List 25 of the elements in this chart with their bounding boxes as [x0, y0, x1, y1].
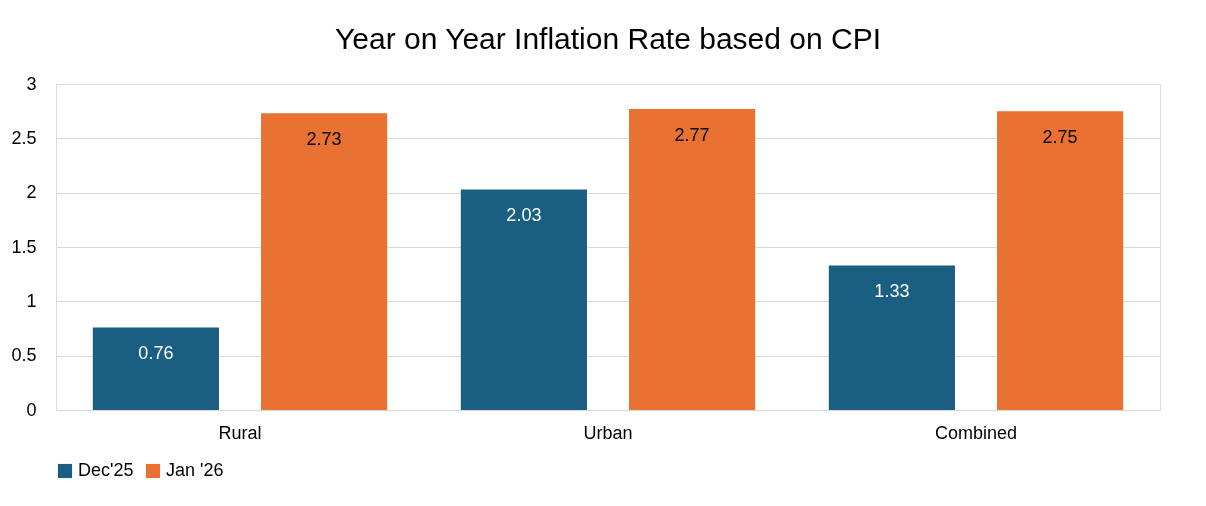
legend-label: Dec'25 [78, 460, 134, 480]
y-tick-label: 2 [26, 182, 37, 203]
y-tick-label: 3 [26, 73, 37, 94]
data-label: 2.75 [1042, 127, 1078, 148]
bar [828, 265, 955, 410]
bar [460, 189, 587, 410]
y-tick-label: 1.5 [11, 236, 37, 257]
x-tick-label: Rural [218, 422, 262, 443]
data-label: 2.03 [506, 205, 542, 226]
legend-label: Jan '26 [166, 460, 224, 480]
data-label: 2.73 [306, 129, 342, 150]
y-tick-label: 0 [26, 399, 37, 420]
data-label: 0.76 [138, 343, 174, 364]
bar [629, 108, 756, 410]
bar [261, 113, 388, 410]
x-tick-label: Urban [583, 422, 633, 443]
x-tick-label: Combined [934, 422, 1018, 443]
bar [997, 111, 1124, 410]
y-tick-label: 1 [26, 290, 37, 311]
bar [92, 327, 219, 410]
y-tick-label: 0.5 [11, 345, 37, 366]
chart-title: Year on Year Inflation Rate based on CPI [335, 22, 881, 55]
data-label: 1.33 [874, 281, 910, 302]
y-tick-label: 2.5 [11, 127, 37, 148]
data-label: 2.77 [674, 124, 710, 145]
